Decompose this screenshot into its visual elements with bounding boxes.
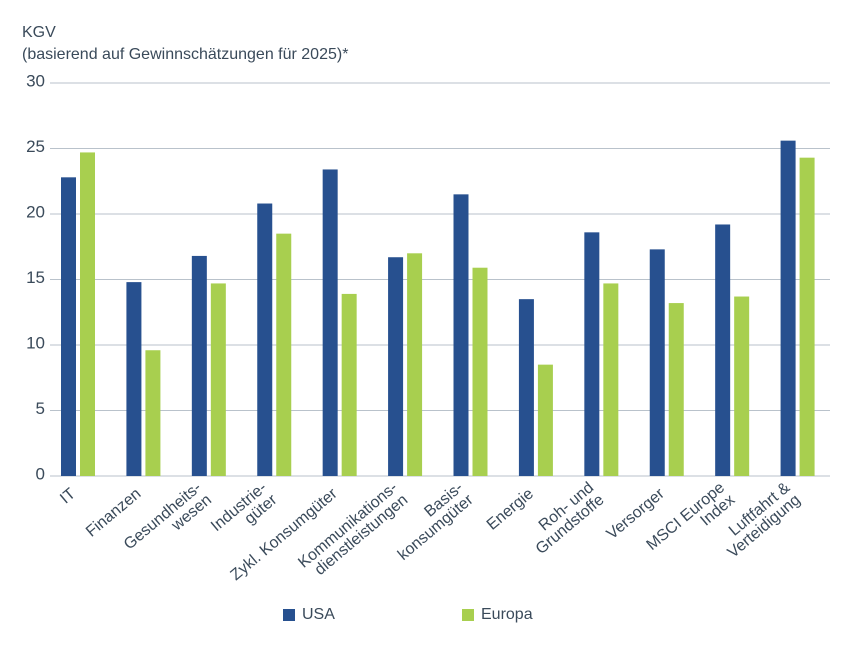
bar (799, 157, 815, 477)
bar (61, 177, 76, 476)
bar (257, 203, 273, 476)
bar (341, 293, 357, 476)
bar (734, 296, 750, 476)
bar (584, 232, 600, 476)
bar (537, 364, 553, 476)
bar (780, 140, 796, 476)
chart-title: KGV (22, 24, 56, 41)
legend-swatch (462, 609, 474, 621)
x-tick-label-group: IT (57, 485, 79, 507)
y-tick-label: 15 (26, 268, 45, 287)
x-tick-label-group: Luftfahrt &Verteidigung (725, 479, 804, 562)
bar (518, 299, 534, 476)
x-tick-label-group: Kommunikations-dienstleistungen (295, 479, 411, 579)
bar (126, 282, 142, 476)
bar (322, 169, 338, 476)
chart-subtitle: (basierend auf Gewinnschätzungen für 202… (22, 46, 348, 63)
bar (715, 224, 731, 476)
bar (80, 152, 95, 476)
bar (472, 267, 488, 476)
y-tick-label: 25 (26, 137, 45, 156)
y-tick-label: 10 (26, 333, 45, 352)
bar (453, 194, 469, 476)
y-tick-label: 0 (36, 464, 45, 483)
bar (191, 255, 207, 476)
legend-label: USA (302, 606, 335, 623)
bar (407, 253, 423, 476)
x-tick-label: IT (57, 485, 79, 507)
y-tick-label: 20 (26, 202, 45, 221)
bar (276, 233, 292, 476)
bar (210, 283, 226, 476)
x-tick-label: Energie (484, 485, 537, 534)
bar (668, 303, 684, 476)
legend-label: Europa (481, 606, 533, 623)
bar (603, 283, 619, 476)
bar (388, 257, 404, 476)
legend-swatch (283, 609, 295, 621)
y-tick-label: 5 (36, 399, 45, 418)
x-tick-label-group: Energie (484, 485, 537, 534)
bar (649, 249, 665, 476)
bar (145, 350, 161, 476)
y-tick-label: 30 (26, 71, 45, 90)
